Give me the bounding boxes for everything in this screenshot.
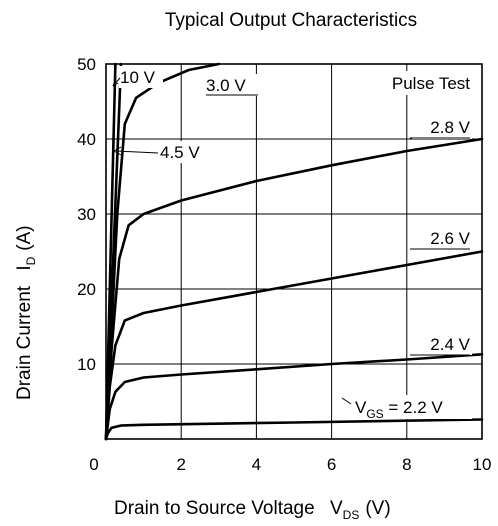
x-tick-label: 4 [252, 455, 261, 474]
x-tick-label: 2 [176, 455, 185, 474]
y-axis-label-subscript: D [24, 256, 38, 265]
plot-frame [105, 63, 483, 440]
curve-label-2-4v: 2.4 V [430, 335, 470, 354]
x-tick-label: 8 [402, 455, 411, 474]
x-axis-label-symbol: V [330, 498, 343, 519]
y-tick-labels: 10 20 30 40 50 [77, 55, 96, 374]
curve-labels: 10 V 3.0 V 4.5 V 2.8 V 2.6 V 2.4 V VGS =… [112, 66, 472, 421]
x-tick-label: 10 [473, 455, 492, 474]
curve-label-2-2v: VGS = 2.2 V [355, 398, 443, 421]
curves [104, 62, 484, 441]
x-tick-labels: 0 2 4 6 8 10 [89, 455, 491, 474]
y-tick-label: 20 [77, 280, 96, 299]
y-tick-label: 10 [77, 355, 96, 374]
vgs-value: = 2.2 V [384, 398, 444, 417]
x-axis-label-unit: (V) [365, 498, 390, 519]
leader-10v [112, 77, 121, 87]
x-tick-label: 6 [327, 455, 336, 474]
y-axis-label-symbol: I [14, 265, 35, 270]
y-tick-label: 50 [77, 55, 96, 74]
x-axis-label-main: Drain to Source Voltage [114, 498, 315, 519]
curve-label-3-0v: 3.0 V [206, 76, 246, 95]
curve-label-4-5v: 4.5 V [160, 143, 200, 162]
curve-label-2-6v: 2.6 V [430, 229, 470, 248]
vgs-subscript: GS [366, 407, 383, 421]
curve-label-2-8v: 2.8 V [430, 118, 470, 137]
y-axis-label-unit: (A) [14, 225, 35, 250]
y-axis-label-main: Drain Current [14, 285, 35, 400]
curve-2-4-v [104, 352, 484, 441]
curve-label-10v: 10 V [120, 68, 156, 87]
grid [106, 64, 482, 439]
curve-2-6-v [104, 250, 484, 441]
y-tick-label: 30 [77, 205, 96, 224]
curve-2-8-v [104, 137, 484, 441]
curve-3-0-v [104, 62, 221, 441]
leader-4-5v [115, 150, 159, 154]
chart-title: Typical Output Characteristics [165, 10, 417, 31]
y-tick-label: 40 [77, 130, 96, 149]
vgs-symbol: V [355, 398, 367, 417]
curve-2-2-v [104, 418, 484, 441]
x-axis-label-subscript: DS [343, 508, 360, 522]
pulse-test-annotation: Pulse Test [392, 74, 470, 93]
x-tick-label: 0 [89, 455, 98, 474]
y-axis-label: Drain Current ID (A) [14, 225, 38, 400]
x-axis-label: Drain to Source Voltage VDS (V) [114, 498, 391, 522]
